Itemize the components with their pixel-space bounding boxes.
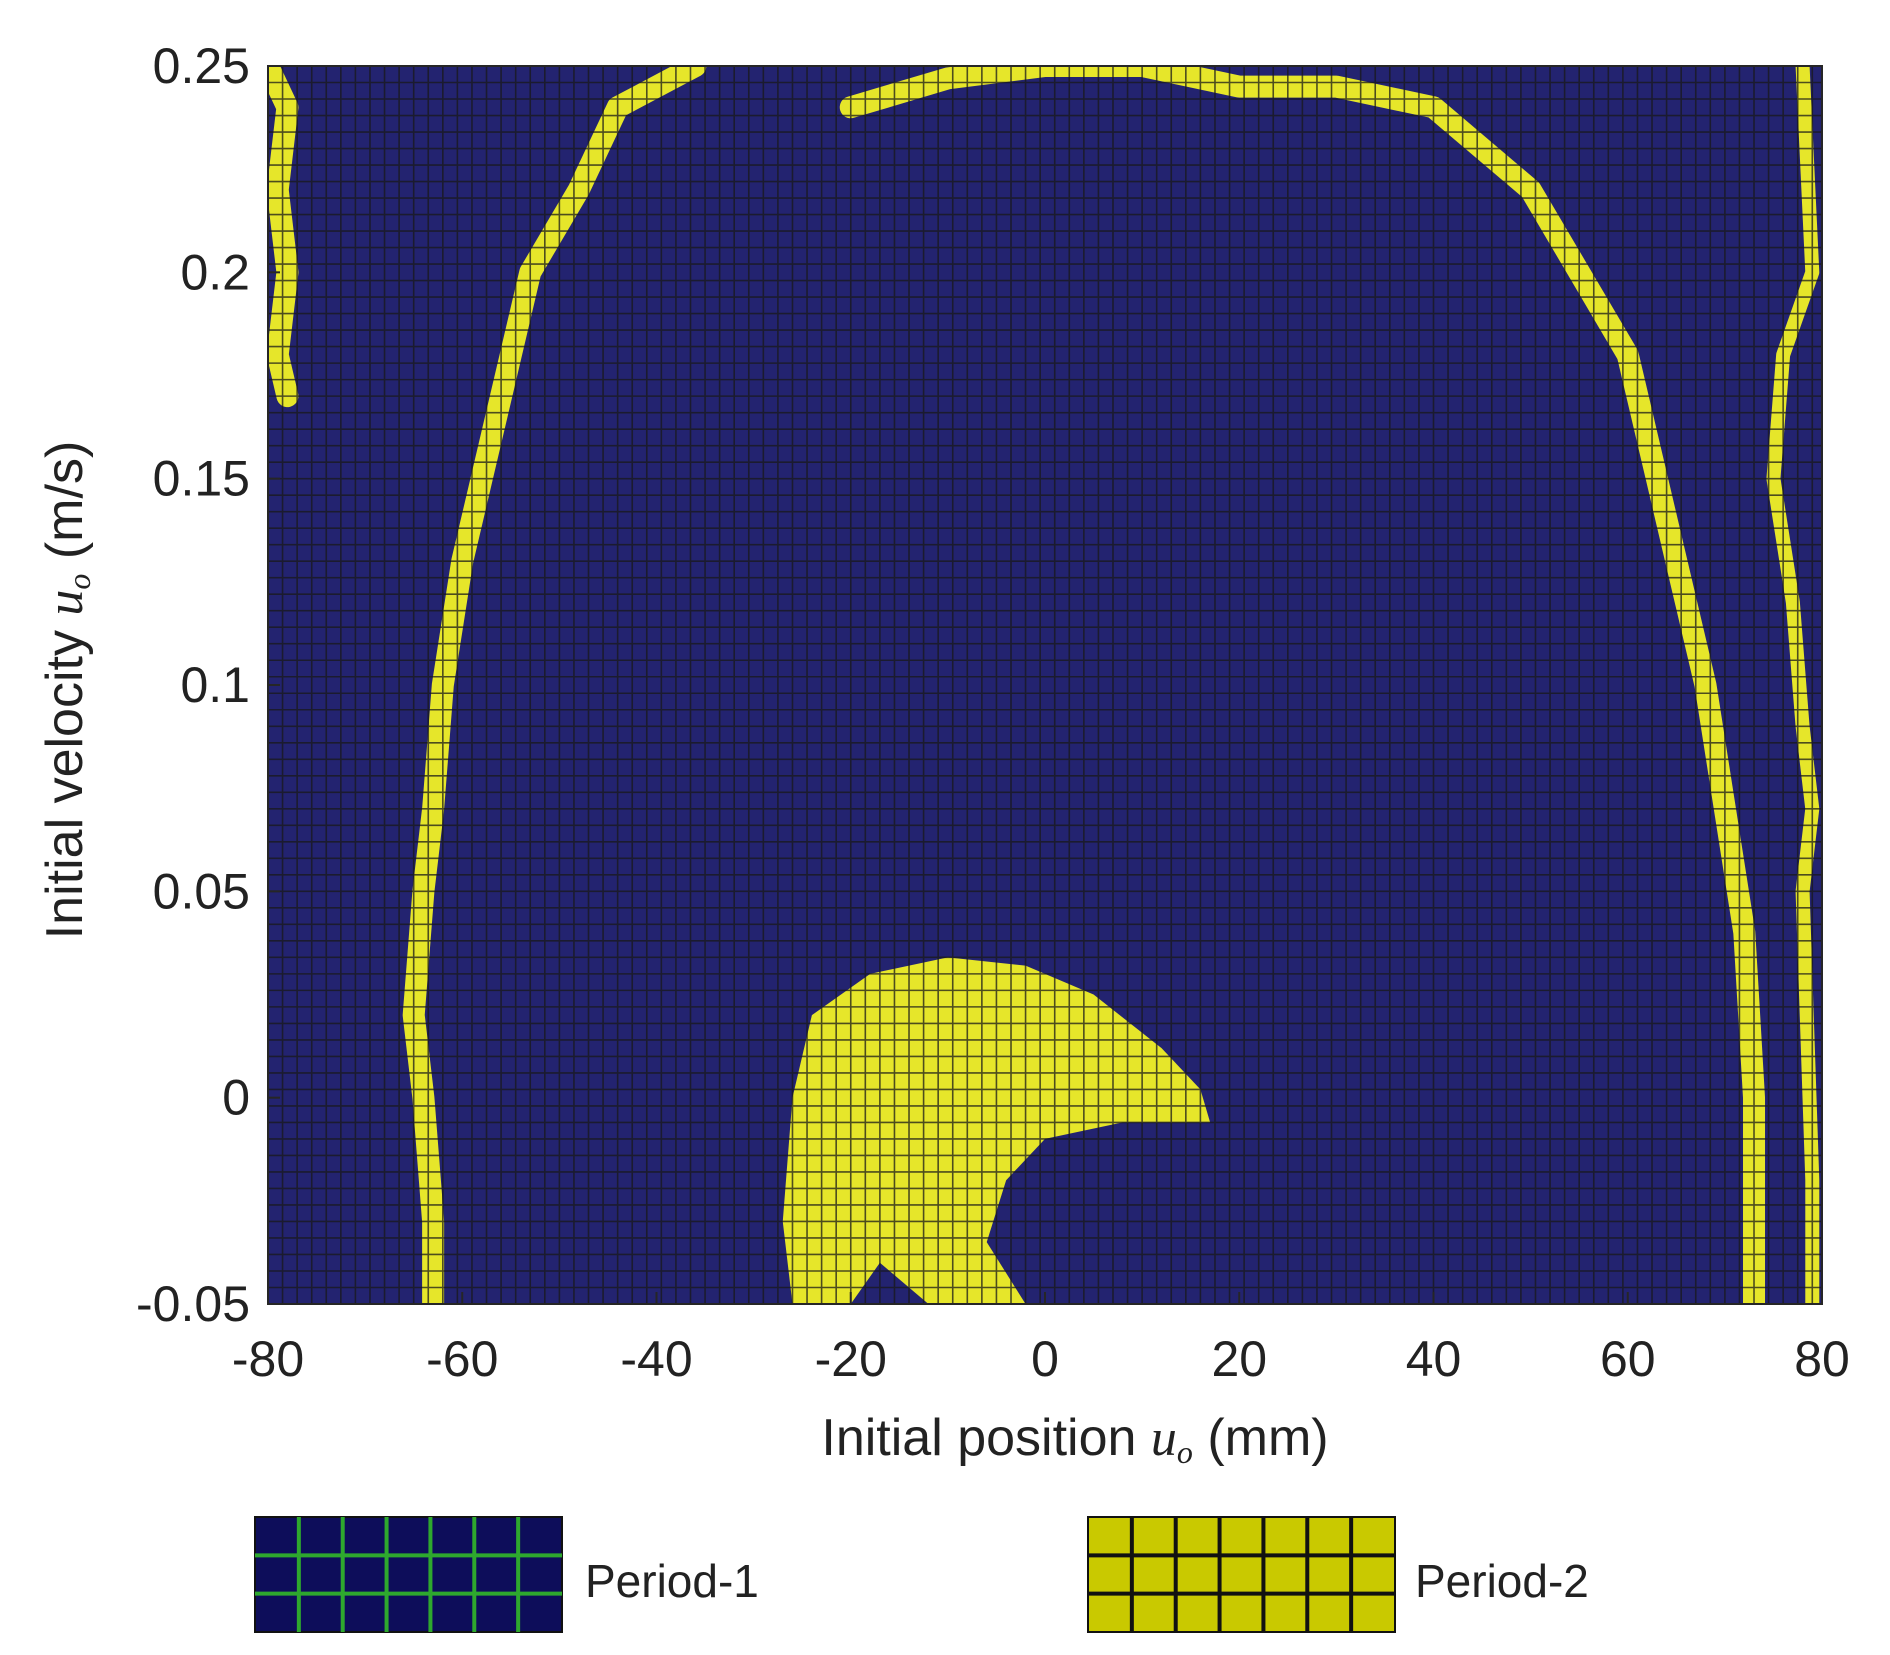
y-tick-label: 0.2 [180, 244, 250, 300]
x-tick-label: 60 [1600, 1331, 1656, 1387]
x-tick-label: 20 [1211, 1331, 1267, 1387]
legend-swatch-grid [1088, 1517, 1395, 1632]
legend-label-period-1: Period-1 [585, 1555, 759, 1607]
legend-swatch-period-2 [1087, 1516, 1396, 1633]
legend: Period-1 Period-2 [254, 1516, 1589, 1633]
y-axis-subscript: o [61, 574, 97, 590]
x-tick-label: -20 [815, 1331, 887, 1387]
plot-area [268, 66, 1822, 1304]
legend-label-period-2: Period-2 [1415, 1555, 1589, 1607]
y-tick-label: 0.1 [180, 657, 250, 713]
x-tick-label: -40 [620, 1331, 692, 1387]
x-axis-ticks: -80 -60 -40 -20 0 20 40 60 80 [232, 1292, 1850, 1387]
x-tick-label: 0 [1031, 1331, 1059, 1387]
legend-swatch-grid [255, 1517, 562, 1632]
x-axis-unit: (mm) [1207, 1409, 1328, 1467]
x-tick-label: -60 [426, 1331, 498, 1387]
y-tick-label: 0.15 [153, 451, 250, 507]
y-axis-unit: (m/s) [36, 441, 94, 559]
x-axis-symbol: u [1151, 1410, 1177, 1467]
y-axis-symbol: u [37, 590, 94, 616]
legend-swatch-period-1 [254, 1516, 563, 1633]
x-tick-label: -80 [232, 1331, 304, 1387]
legend-swatch-fill [254, 1516, 563, 1633]
y-axis-label: Initial velocity uo (m/s) [36, 441, 97, 940]
y-tick-label: -0.05 [136, 1276, 250, 1332]
period-2-region-left-arc [402, 66, 707, 1304]
x-tick-label: 80 [1794, 1331, 1850, 1387]
x-axis-label: Initial position uo (mm) [821, 1409, 1328, 1470]
cell-grid [268, 66, 1822, 1304]
y-tick-label: 0 [222, 1070, 250, 1126]
x-tick-label: 40 [1406, 1331, 1462, 1387]
y-tick-label: 0.25 [153, 38, 250, 94]
y-axis-ticks: -0.05 0 0.05 0.1 0.15 0.2 0.25 [136, 38, 280, 1332]
x-axis-subscript: o [1177, 1434, 1193, 1470]
y-tick-label: 0.05 [153, 863, 250, 919]
legend-swatch-fill [1087, 1516, 1396, 1633]
cell-grid-lines [268, 66, 1822, 1304]
